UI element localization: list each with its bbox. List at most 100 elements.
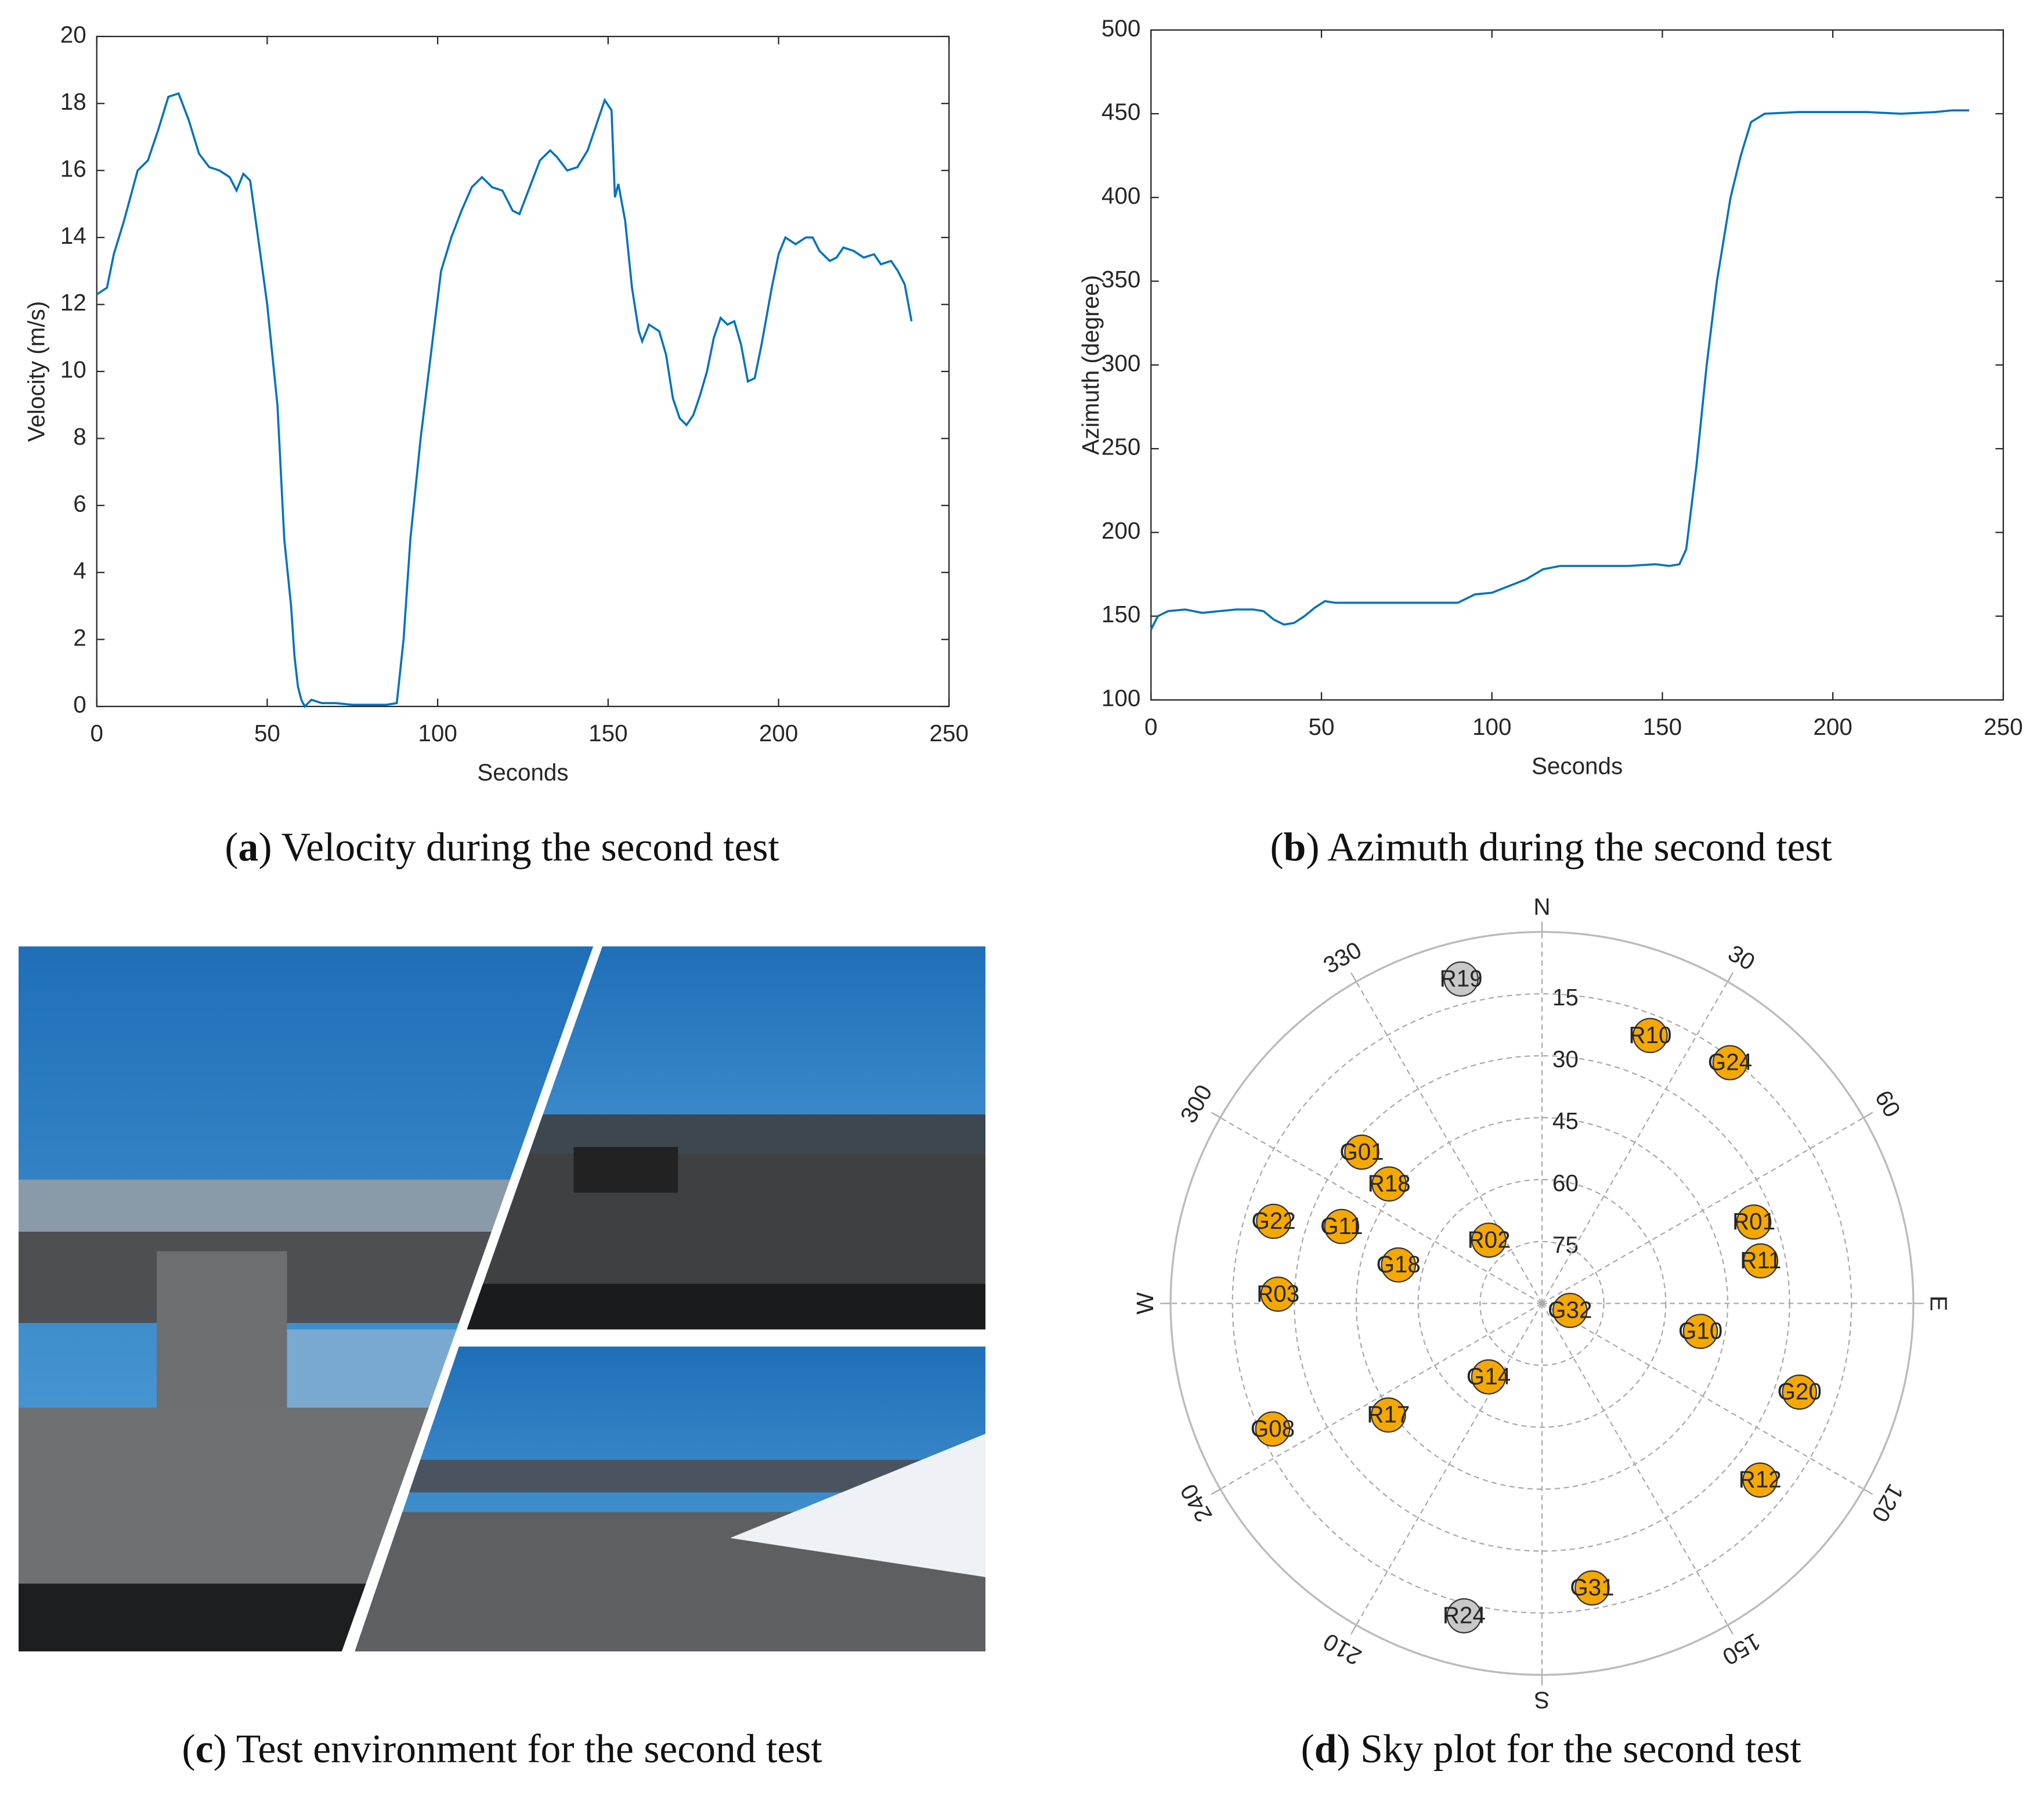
satellite-label: R01	[1732, 1208, 1775, 1235]
y-axis-label: Azimuth (degree)	[1077, 275, 1104, 455]
elevation-label: 45	[1552, 1108, 1579, 1134]
x-axis-label: Seconds	[1532, 752, 1623, 779]
caption-part: d	[1314, 1727, 1337, 1772]
azimuth-spoke	[1541, 1303, 1864, 1490]
satellite-label: R24	[1443, 1602, 1486, 1629]
direction-label: S	[1534, 1687, 1550, 1714]
x-tick-label: 200	[759, 720, 798, 746]
satellite	[1371, 1166, 1407, 1202]
data-line	[1150, 109, 1970, 630]
satellite	[1371, 1397, 1406, 1433]
y-tick-label: 0	[73, 691, 86, 718]
satellite	[1260, 1276, 1296, 1312]
direction-label: W	[1132, 1292, 1158, 1314]
y-tick-label: 8	[73, 423, 86, 450]
y-tick-label: 450	[1102, 99, 1140, 125]
x-tick-label: 50	[1309, 713, 1335, 740]
satellite	[1633, 1018, 1668, 1054]
caption-part: a	[239, 825, 259, 870]
caption-part: ) Sky plot for the second test	[1337, 1727, 1801, 1772]
satellite-label: G18	[1376, 1251, 1420, 1278]
x-tick-label: 100	[418, 720, 457, 746]
x-tick-label: 50	[254, 720, 280, 746]
satellite	[1552, 1293, 1588, 1328]
elevation-label: 60	[1552, 1170, 1579, 1196]
caption: (a) Velocity during the second test	[225, 825, 779, 870]
satellite	[1736, 1204, 1772, 1240]
elevation-ring	[1232, 993, 1852, 1614]
azimuth-tick	[1350, 972, 1357, 982]
azimuth-tick	[1350, 1625, 1357, 1635]
y-tick-label: 400	[1102, 182, 1140, 209]
satellite-label: G11	[1320, 1213, 1363, 1239]
x-tick-label: 0	[1144, 713, 1157, 740]
satellite	[1742, 1462, 1778, 1498]
y-tick-label: 20	[60, 21, 86, 48]
satellite-label: R11	[1740, 1247, 1781, 1274]
azimuth-tick	[1863, 1112, 1873, 1119]
caption-part: (	[1270, 825, 1283, 870]
satellite-label: G10	[1678, 1318, 1722, 1344]
azimuth-spoke	[1220, 1117, 1543, 1304]
satellite	[1256, 1203, 1291, 1239]
azimuth-spoke	[1541, 1303, 1728, 1626]
y-tick-label: 14	[60, 222, 86, 249]
y-tick-label: 2	[73, 624, 86, 651]
caption: (b) Azimuth during the second test	[1270, 825, 1832, 870]
azimuth-spoke	[1541, 981, 1728, 1304]
satellite-label: G24	[1708, 1049, 1752, 1076]
y-tick-label: 6	[73, 490, 86, 517]
satellite-label: R19	[1440, 965, 1483, 992]
elevation-label: 30	[1552, 1045, 1579, 1072]
azimuth-label: 300	[1175, 1080, 1218, 1127]
azimuth-tick	[1863, 1488, 1873, 1495]
azimuth-label: 60	[1870, 1085, 1906, 1121]
x-tick-label: 150	[1643, 713, 1682, 740]
satellite-label: G14	[1467, 1363, 1511, 1390]
azimuth-label: 240	[1175, 1480, 1218, 1527]
satellite-label: G32	[1548, 1296, 1592, 1323]
caption: (c) Test environment for the second test	[182, 1727, 822, 1772]
photo	[18, 946, 986, 1652]
x-tick-label: 150	[588, 720, 627, 746]
y-axis-label: Velocity (m/s)	[23, 301, 49, 442]
satellite	[1712, 1045, 1748, 1081]
x-tick-label: 100	[1472, 713, 1511, 740]
x-tick-label: 250	[1984, 713, 2023, 740]
azimuth-label: 150	[1718, 1628, 1765, 1671]
x-axis-label: Seconds	[477, 759, 568, 785]
caption-part: ) Velocity during the second test	[258, 825, 779, 870]
satellite	[1782, 1374, 1817, 1410]
satellite-label: R18	[1368, 1170, 1411, 1197]
y-tick-label: 12	[60, 289, 86, 316]
satellite	[1471, 1222, 1507, 1258]
data-line	[96, 92, 913, 709]
satellite	[1324, 1209, 1360, 1245]
satellite-label: R03	[1256, 1280, 1299, 1307]
x-tick-label: 0	[90, 720, 103, 746]
azimuth-label: 210	[1319, 1628, 1366, 1671]
satellite-label: R12	[1739, 1466, 1782, 1493]
azimuth-label: 330	[1319, 936, 1366, 979]
azimuth-tick	[1727, 972, 1734, 982]
azimuth-spoke	[1355, 981, 1543, 1304]
plot-frame	[96, 35, 950, 708]
satellite-label: R10	[1628, 1022, 1671, 1048]
satellite	[1743, 1243, 1779, 1279]
x-tick-label: 200	[1813, 713, 1852, 740]
satellite	[1471, 1359, 1507, 1395]
y-tick-label: 250	[1102, 434, 1140, 460]
caption-part: (	[225, 825, 238, 870]
satellite	[1574, 1570, 1610, 1606]
y-tick-label: 10	[60, 356, 86, 383]
satellite-label: G22	[1251, 1207, 1295, 1234]
satellite-label: R02	[1467, 1226, 1510, 1253]
azimuth-label: 30	[1724, 939, 1760, 975]
elevation-ring	[1479, 1240, 1605, 1366]
satellite	[1344, 1134, 1379, 1170]
azimuth-tick	[1727, 1625, 1734, 1635]
satellite	[1446, 1598, 1482, 1633]
satellite	[1255, 1411, 1291, 1447]
caption: (d) Sky plot for the second test	[1301, 1727, 1801, 1772]
